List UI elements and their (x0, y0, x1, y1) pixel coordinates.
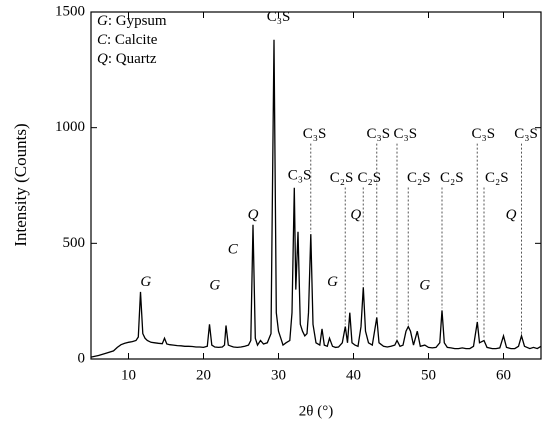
x-tick-label: 60 (496, 367, 511, 383)
annotation: C₂S (485, 170, 509, 186)
annotation: Q (506, 207, 517, 223)
x-tick-label: 20 (196, 367, 211, 383)
x-tick-label: 30 (271, 367, 286, 383)
annotation: G (419, 278, 430, 294)
y-tick-label: 500 (63, 235, 86, 251)
x-tick-label: 40 (346, 367, 361, 383)
legend-symbol: Q (97, 51, 108, 67)
annotation: C₂S (440, 170, 464, 186)
x-axis-label: 2θ (°) (299, 403, 333, 419)
data-line (90, 39, 542, 358)
annotation: G (209, 278, 220, 294)
legend-entry: Q: Quartz (97, 51, 157, 67)
annotation: G (140, 274, 151, 290)
annotation: Q (248, 207, 259, 223)
legend-text: : Gypsum (108, 13, 167, 29)
legend-symbol: C (97, 32, 108, 48)
legend-text: : Calcite (107, 32, 158, 48)
annotation: Q (350, 207, 361, 223)
annotation: C₃S (393, 126, 417, 142)
annotation: G (327, 274, 338, 290)
annotation: C₂S (407, 170, 431, 186)
annotation: C₃S (288, 168, 312, 184)
annotation: C₃S (471, 126, 495, 142)
annotation: C₃S (267, 9, 291, 25)
annotation: C₃S (514, 126, 538, 142)
legend-entry: C: Calcite (97, 32, 158, 48)
plot-frame (90, 11, 542, 360)
y-tick-label: 1500 (55, 3, 85, 19)
legend-entry: G: Gypsum (97, 13, 167, 29)
x-tick-label: 50 (421, 367, 436, 383)
legend-text: : Quartz (108, 51, 157, 67)
legend-symbol: G (97, 13, 108, 29)
y-axis-label: Intensity (Counts) (11, 123, 30, 246)
annotation: C₃S (303, 126, 327, 142)
x-tick-label: 10 (121, 367, 136, 383)
y-tick-label: 0 (78, 350, 86, 366)
annotation: C₃S (366, 126, 390, 142)
annotation: C (228, 242, 239, 258)
annotation: C₂S (357, 170, 381, 186)
annotation: C₂S (330, 170, 354, 186)
y-tick-label: 1000 (55, 119, 85, 135)
